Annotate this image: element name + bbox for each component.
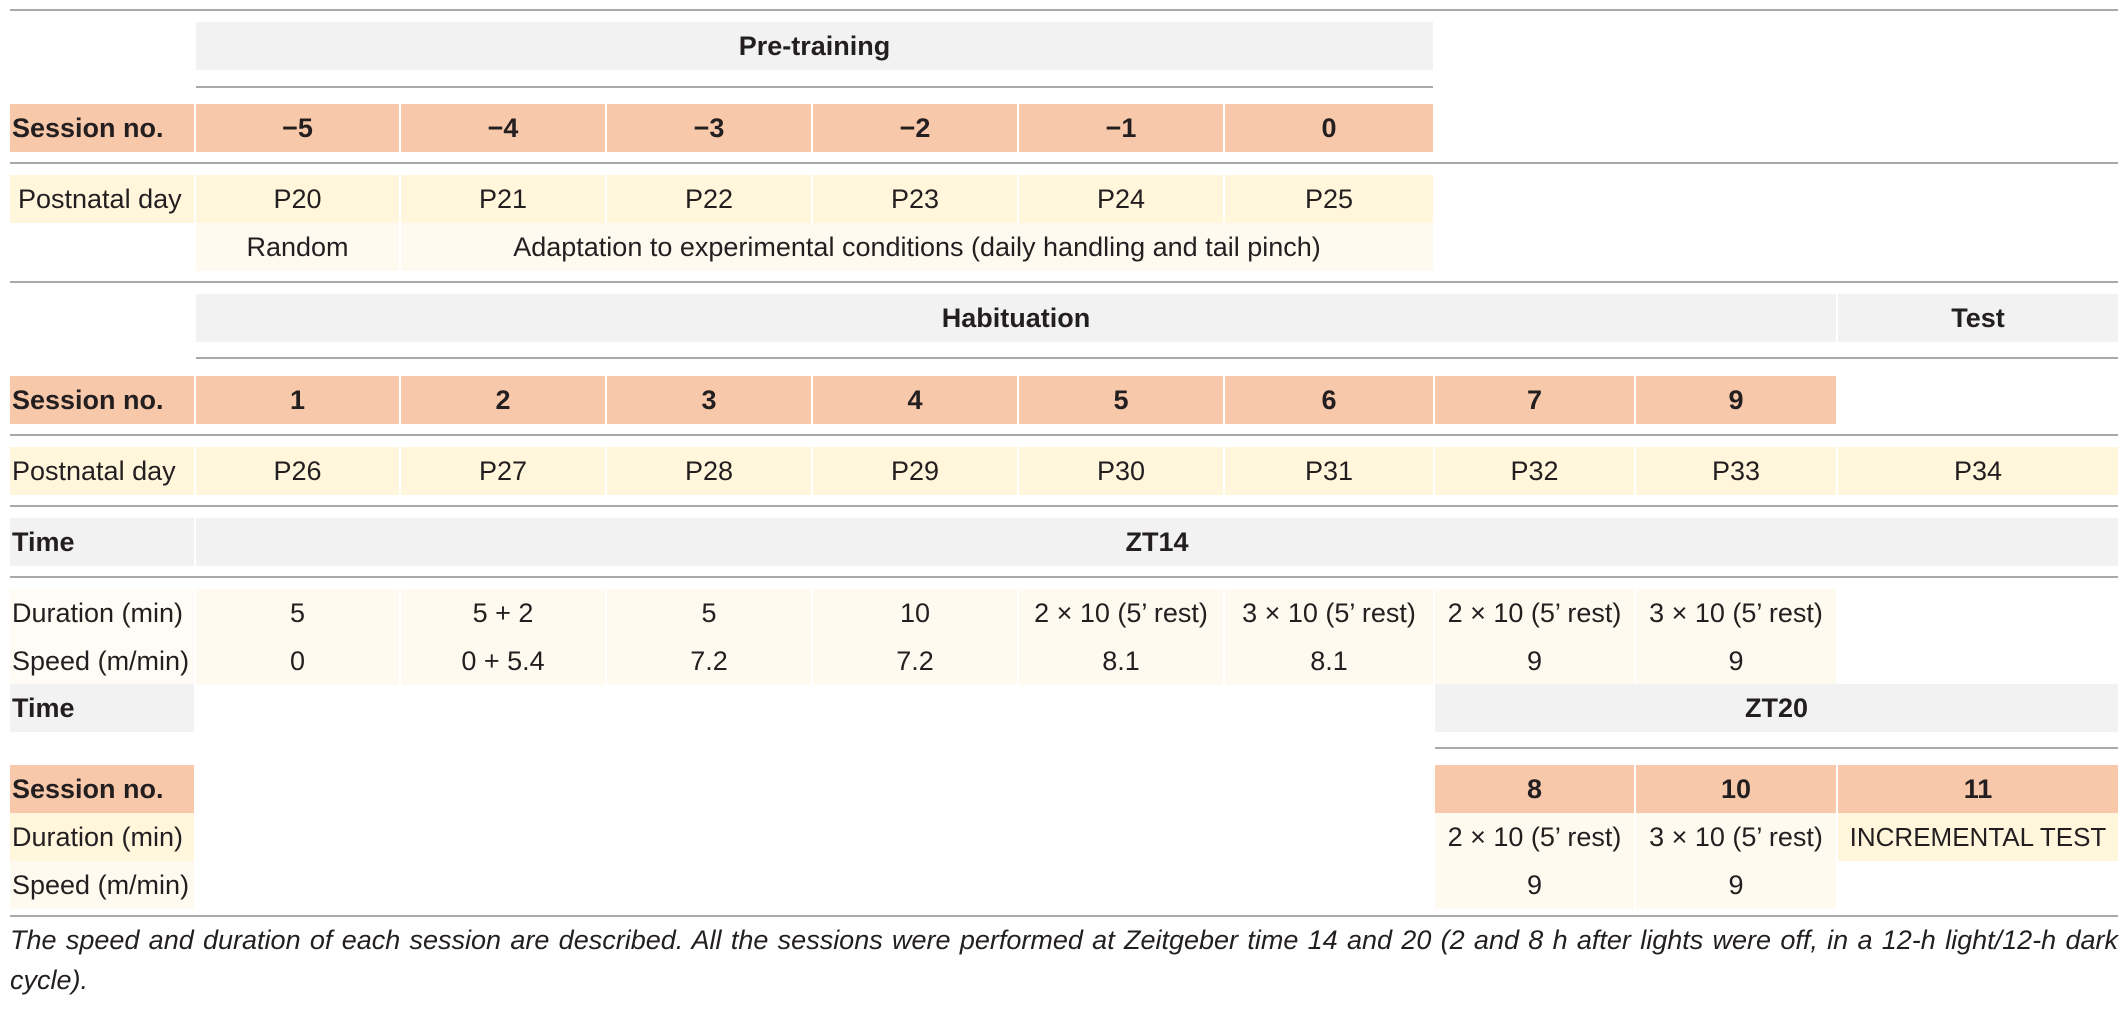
pretraining-day: P23 (813, 175, 1017, 223)
zt20-speed: 9 (1636, 861, 1836, 909)
rule-habituation-header (196, 357, 2118, 359)
habituation-session: 7 (1435, 376, 1634, 424)
habituation-session: 5 (1019, 376, 1223, 424)
rule-habituation-days (10, 505, 2118, 507)
zt20-session-label: Session no. (10, 765, 194, 813)
pretraining-session: 0 (1225, 104, 1433, 152)
time-value-zt20: ZT20 (1435, 684, 2118, 732)
rule-pretraining-sessions (10, 162, 2118, 164)
pretraining-day: P20 (196, 175, 399, 223)
duration-label: Duration (min) (10, 589, 194, 637)
speed-value: 7.2 (607, 637, 811, 685)
zt20-session: 10 (1636, 765, 1836, 813)
duration-value: 2 × 10 (5’ rest) (1435, 589, 1634, 637)
habituation-session: 2 (401, 376, 605, 424)
zt20-duration-label: Duration (min) (10, 813, 194, 861)
speed-value: 0 + 5.4 (401, 637, 605, 685)
zt20-session: 11 (1838, 765, 2118, 813)
duration-value: 5 (196, 589, 399, 637)
habituation-session: 4 (813, 376, 1017, 424)
pretraining-random: Random (196, 223, 399, 271)
rule-pretraining-bottom (10, 281, 2118, 283)
test-header: Test (1838, 294, 2118, 342)
duration-value: 5 + 2 (401, 589, 605, 637)
zt20-speed: 9 (1435, 861, 1634, 909)
speed-value: 8.1 (1225, 637, 1433, 685)
habituation-session: 3 (607, 376, 811, 424)
pretraining-session: −2 (813, 104, 1017, 152)
zt20-duration: 3 × 10 (5’ rest) (1636, 813, 1836, 861)
pretraining-session: −3 (607, 104, 811, 152)
time-label-zt14: Time (10, 518, 194, 566)
time-label-zt20: Time (10, 684, 194, 732)
duration-value: 3 × 10 (5’ rest) (1636, 589, 1836, 637)
habituation-day: P29 (813, 447, 1017, 495)
habituation-header: Habituation (196, 294, 1836, 342)
zt20-incremental-test: INCREMENTAL TEST (1838, 813, 2118, 861)
duration-value: 3 × 10 (5’ rest) (1225, 589, 1433, 637)
duration-value: 10 (813, 589, 1017, 637)
habituation-day: P30 (1019, 447, 1223, 495)
speed-value: 9 (1636, 637, 1836, 685)
speed-value: 9 (1435, 637, 1634, 685)
speed-value: 7.2 (813, 637, 1017, 685)
pretraining-session: −5 (196, 104, 399, 152)
rule-habituation-sessions (10, 434, 2118, 436)
zt20-speed-label: Speed (m/min) (10, 861, 194, 909)
pretraining-postnatal-label: Postnatal day (10, 175, 194, 223)
habituation-session-label: Session no. (10, 376, 194, 424)
pretraining-header: Pre-training (196, 22, 1433, 70)
speed-label: Speed (m/min) (10, 637, 194, 685)
habituation-day: P26 (196, 447, 399, 495)
speed-value: 0 (196, 637, 399, 685)
rule-time-zt20 (1435, 747, 2118, 749)
rule-time-zt14 (10, 576, 2118, 578)
table-caption: The speed and duration of each session a… (10, 925, 2118, 995)
pretraining-day: P24 (1019, 175, 1223, 223)
rule-top (10, 9, 2118, 11)
habituation-day: P27 (401, 447, 605, 495)
zt20-session: 8 (1435, 765, 1634, 813)
duration-value: 2 × 10 (5’ rest) (1019, 589, 1223, 637)
habituation-session: 1 (196, 376, 399, 424)
test-day: P34 (1838, 447, 2118, 495)
pretraining-session: −1 (1019, 104, 1223, 152)
pretraining-adaptation: Adaptation to experimental conditions (d… (401, 223, 1433, 271)
rule-pretraining-header (196, 86, 1433, 88)
pretraining-session: −4 (401, 104, 605, 152)
time-value-zt14: ZT14 (196, 518, 2118, 566)
pretraining-session-label: Session no. (10, 104, 194, 152)
habituation-session: 9 (1636, 376, 1836, 424)
zt20-duration: 2 × 10 (5’ rest) (1435, 813, 1634, 861)
pretraining-day: P21 (401, 175, 605, 223)
habituation-day: P33 (1636, 447, 1836, 495)
pretraining-day: P22 (607, 175, 811, 223)
rule-bottom (10, 915, 2118, 917)
habituation-postnatal-label: Postnatal day (10, 447, 194, 495)
duration-value: 5 (607, 589, 811, 637)
pretraining-day: P25 (1225, 175, 1433, 223)
habituation-day: P31 (1225, 447, 1433, 495)
habituation-day: P28 (607, 447, 811, 495)
habituation-day: P32 (1435, 447, 1634, 495)
habituation-session: 6 (1225, 376, 1433, 424)
speed-value: 8.1 (1019, 637, 1223, 685)
